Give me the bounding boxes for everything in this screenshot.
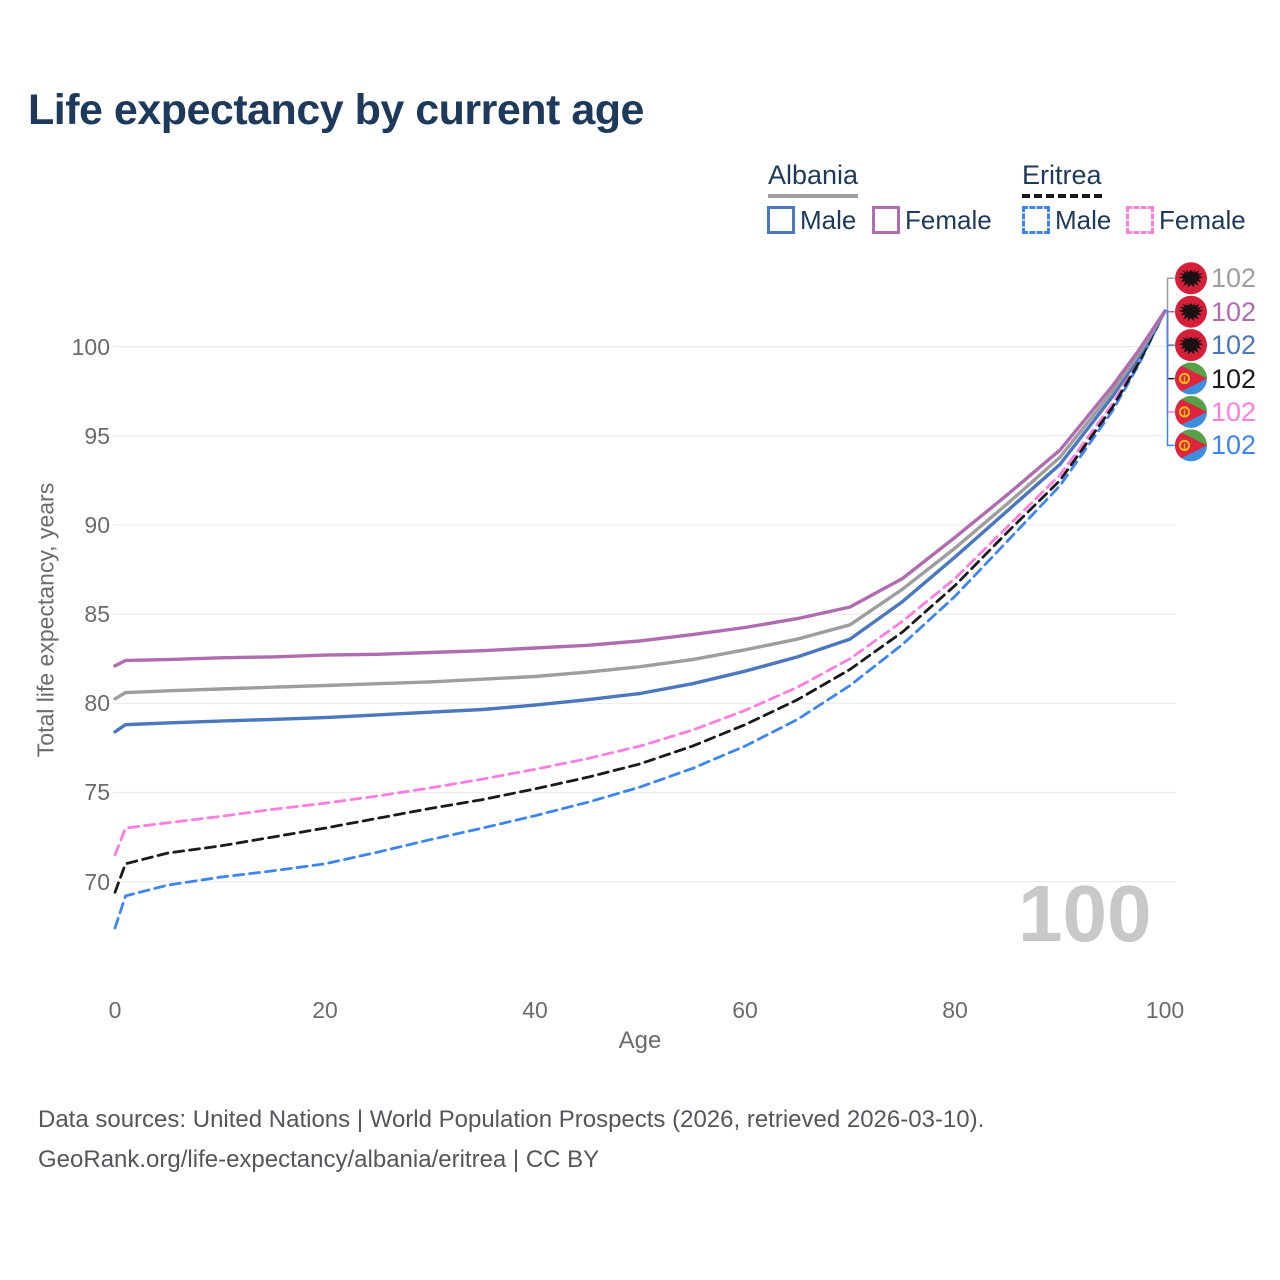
y-axis-tick-label: 90 bbox=[84, 511, 110, 538]
y-axis-tick-label: 70 bbox=[84, 868, 110, 895]
end-label-connector bbox=[1165, 277, 1175, 312]
series-line-eritrea bbox=[113, 309, 1167, 894]
x-axis-tick-label: 0 bbox=[108, 997, 122, 1023]
y-axis-tick-label: 85 bbox=[84, 601, 110, 628]
end-label-connector bbox=[1165, 310, 1175, 346]
x-axis-tick-label: 60 bbox=[732, 997, 758, 1023]
albania-flag-icon bbox=[1175, 329, 1207, 362]
footer-data-sources: Data sources: United Nations | World Pop… bbox=[38, 1106, 985, 1133]
albania-female-swatch-icon bbox=[872, 206, 900, 234]
series-line-albania bbox=[113, 309, 1167, 701]
legend-item-eritrea-female[interactable]: Female bbox=[1126, 204, 1246, 235]
legend-item-eritrea-male[interactable]: Male bbox=[1022, 204, 1112, 235]
y-axis-tick-label: 95 bbox=[84, 422, 110, 449]
albania-flag-icon bbox=[1175, 262, 1207, 295]
eritrea-flag-icon bbox=[1175, 362, 1207, 395]
eritrea-female-swatch-icon bbox=[1126, 206, 1154, 234]
footer-attribution: GeoRank.org/life-expectancy/albania/erit… bbox=[38, 1146, 600, 1173]
legend-item-eritrea-male-label: Male bbox=[1055, 204, 1112, 235]
legend-group-eritrea-label: Eritrea bbox=[1022, 160, 1102, 190]
y-axis-tick-label: 100 bbox=[71, 333, 110, 360]
end-label-connector bbox=[1165, 310, 1175, 413]
legend-group-albania-label: Albania bbox=[768, 160, 859, 190]
current-age-watermark: 100 bbox=[1018, 869, 1152, 958]
y-axis-tick-label: 75 bbox=[84, 779, 110, 806]
eritrea-male-swatch-icon bbox=[1022, 206, 1050, 234]
x-axis-tick-label: 100 bbox=[1145, 997, 1185, 1023]
series-line-albania-female bbox=[113, 309, 1167, 668]
x-axis-tick-label: 80 bbox=[942, 997, 968, 1023]
albania-male-swatch-icon bbox=[767, 206, 795, 234]
page-title: Life expectancy by current age bbox=[28, 86, 644, 134]
y-axis-tick-label: 80 bbox=[84, 690, 110, 717]
series-line-eritrea-male bbox=[113, 309, 1167, 930]
x-axis-tick-label: 20 bbox=[312, 997, 338, 1023]
end-label-connector bbox=[1165, 310, 1175, 447]
legend-item-albania-male[interactable]: Male bbox=[767, 204, 857, 235]
legend-item-albania-male-label: Male bbox=[800, 204, 857, 235]
eritrea-flag-icon bbox=[1175, 395, 1207, 428]
x-axis-title: Age bbox=[618, 1027, 662, 1054]
legend-item-albania-female-label: Female bbox=[905, 204, 992, 235]
series-line-albania-male bbox=[113, 309, 1167, 734]
end-value-label-eritrea-3: 102 bbox=[1211, 363, 1257, 394]
albania-flag-icon bbox=[1175, 295, 1207, 328]
legend-group-eritrea[interactable]: Eritrea bbox=[1022, 160, 1102, 198]
legend-item-albania-female[interactable]: Female bbox=[872, 204, 992, 235]
legend-group-albania[interactable]: Albania bbox=[768, 160, 859, 198]
x-axis-tick-label: 40 bbox=[522, 997, 548, 1023]
end-value-label-albania-0: 102 bbox=[1211, 263, 1257, 294]
end-value-label-albania-1: 102 bbox=[1211, 296, 1257, 327]
legend-item-eritrea-female-label: Female bbox=[1159, 204, 1246, 235]
eritrea-flag-icon bbox=[1175, 429, 1207, 462]
end-value-label-eritrea-4: 102 bbox=[1211, 396, 1257, 427]
end-value-label-eritrea-5: 102 bbox=[1211, 430, 1257, 461]
series-line-eritrea-female bbox=[113, 309, 1167, 857]
end-value-label-albania-2: 102 bbox=[1211, 330, 1257, 361]
